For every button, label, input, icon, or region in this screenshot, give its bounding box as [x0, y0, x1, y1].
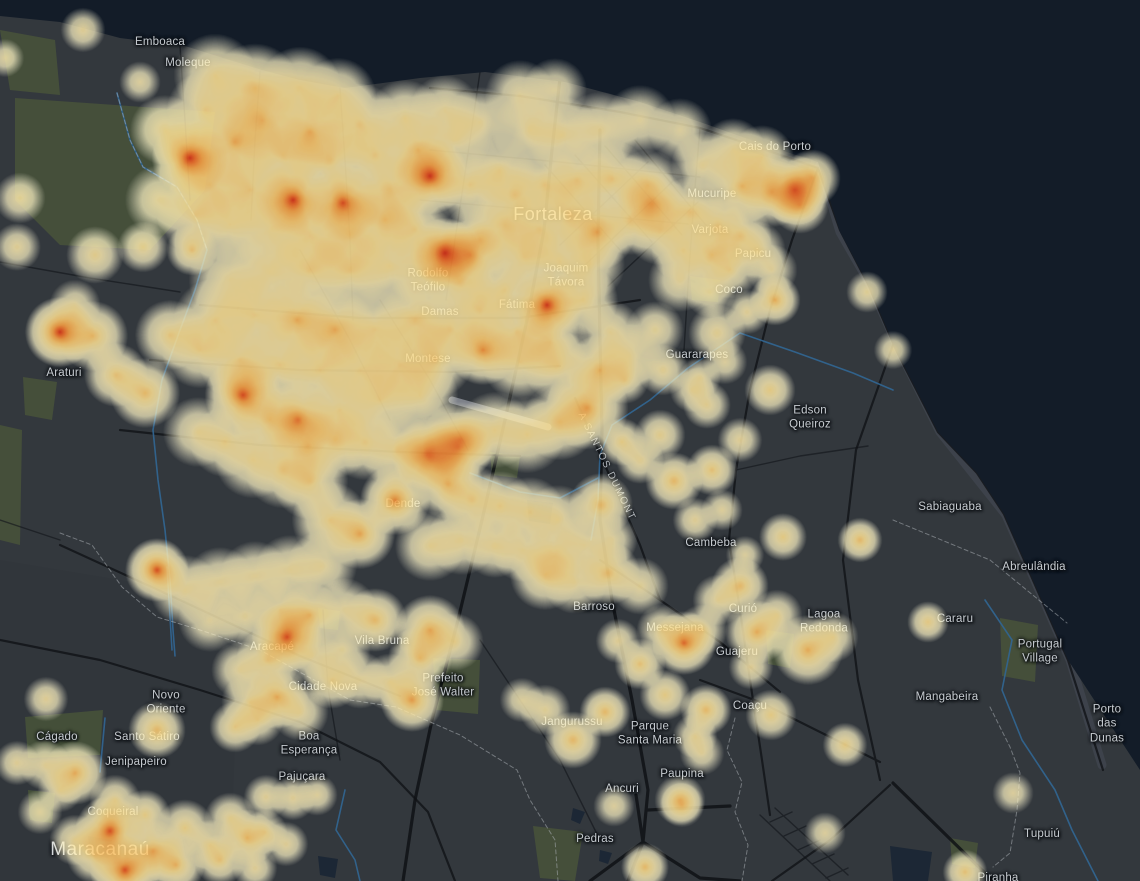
area-label: Cidade Nova	[288, 680, 358, 693]
area-label: Sabiaguaba	[918, 500, 982, 513]
area-label: Pajuçara	[278, 770, 326, 783]
area-label: Jangurussu	[541, 715, 603, 728]
city-label: Fortaleza	[513, 203, 593, 224]
area-label: Guararapes	[665, 348, 729, 361]
area-label: Araturi	[46, 366, 82, 379]
area-label: Aracapé	[249, 640, 295, 653]
area-label: Jenipapeiro	[105, 755, 167, 768]
area-label: Vila Bruna	[354, 634, 410, 647]
area-label: Coco	[715, 283, 743, 296]
area-label: Coaçu	[732, 699, 768, 712]
street-label: A SANTOS DUMONT	[575, 410, 638, 523]
area-label: Damas	[421, 305, 459, 318]
area-label: Parque Santa Maria	[617, 720, 683, 747]
area-label: Pedras	[576, 832, 614, 845]
area-label: Fátima	[498, 298, 536, 311]
area-label: Portugal Village	[1017, 638, 1063, 665]
area-label: Dende	[385, 497, 421, 510]
area-label: Piranha	[977, 871, 1019, 881]
area-label: Prefeito José Walter	[411, 672, 475, 699]
area-label: Messejana	[646, 621, 704, 634]
area-label: Abreulândia	[1002, 560, 1066, 573]
area-label: Cágado	[36, 730, 78, 743]
area-label: Varjota	[691, 223, 729, 236]
area-label: Tupuiú	[1024, 827, 1060, 840]
area-label: Mucuripe	[687, 187, 737, 200]
area-label: Coqueiral	[87, 805, 139, 818]
area-label: Edson Queiroz	[789, 404, 831, 431]
area-label: Cararu	[936, 612, 974, 625]
area-label: Mangabeira	[915, 690, 979, 703]
area-label: Santo Sátiro	[114, 730, 180, 743]
area-label: Joaquim Távora	[543, 262, 589, 289]
city-label: Maracanaú	[50, 839, 150, 861]
area-label: Paupina	[660, 767, 704, 780]
area-label: Guajeru	[715, 645, 759, 658]
area-label: Curió	[728, 602, 758, 615]
area-label: Moleque	[165, 56, 211, 69]
area-label: Barroso	[573, 600, 615, 613]
area-label: Lagoa Redonda	[799, 608, 849, 635]
area-label: Papicu	[734, 247, 772, 260]
area-label: Emboaca	[135, 35, 185, 48]
area-label: Cais do Porto	[738, 140, 812, 153]
area-label: Porto das Dunas	[1089, 703, 1125, 745]
area-label: Novo Oriente	[146, 689, 186, 716]
area-label: Cambeba	[685, 536, 737, 549]
area-label: Montese	[405, 352, 451, 365]
area-label: Ancuri	[605, 782, 639, 795]
area-label: Boa Esperança	[280, 730, 338, 757]
area-label: Rodolfo Teófilo	[407, 267, 449, 294]
